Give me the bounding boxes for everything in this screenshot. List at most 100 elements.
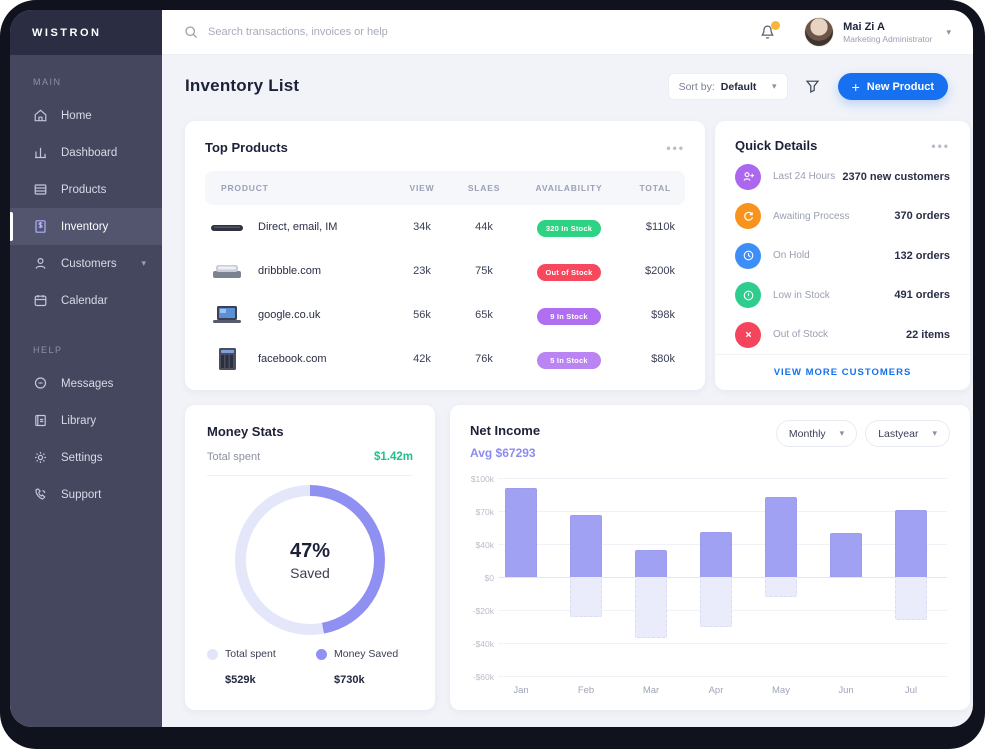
period-dropdown[interactable]: Monthly ▾ [775,420,858,447]
total-spent-value: $1.42m [373,451,413,463]
sidebar-section-help: HELP [33,345,63,355]
sidebar-item-home[interactable]: Home [10,97,162,134]
table-row[interactable]: Direct, email, IM 34k 44k 320 In Stock $… [205,205,685,249]
stat-label: Last 24 Hours [773,171,836,183]
x-axis-label: Jan [513,685,529,696]
book-icon [33,413,48,428]
legend-dot-money-saved [316,648,327,660]
total-value: $110k [645,221,675,233]
total-spent-label: Total spent [207,451,261,463]
view-value: 42k [413,353,431,365]
legend-dot-total-spent [207,648,218,660]
sales-value: 76k [475,353,493,365]
stat-label: Low in Stock [773,289,830,301]
search-bar[interactable] [184,25,759,39]
stat-label: Awaiting Process [773,210,850,222]
table-row[interactable]: google.co.uk 56k 65k 9 In Stock $98k [205,293,685,337]
phone-icon [33,487,48,502]
sidebar-item-inventory[interactable]: Inventory [10,208,162,245]
card-title: Net Income [470,423,541,438]
user-role: Marketing Administrator [843,33,933,44]
y-axis-tick: -$60k [472,671,494,682]
sidebar-item-label: Settings [61,451,103,464]
sidebar-item-products[interactable]: Products [10,171,162,208]
table-header: PRODUCT VIEW SLAES AVAILABILITY TOTAL [205,171,685,205]
x-axis-label: Mar [642,685,660,696]
bar-positive-jun [830,533,862,577]
new-product-button[interactable]: + New Product [837,73,948,100]
chevron-down-icon: ▾ [839,428,845,438]
clock-icon [735,242,761,269]
column-sales: SLAES [467,183,501,193]
sidebar-item-label: Products [61,183,107,196]
chevron-down-icon: ▾ [932,428,937,438]
search-icon [184,25,198,39]
stat-value: 22 items [905,328,950,341]
sidebar-item-label: Dashboard [61,146,118,159]
table-icon [33,182,48,197]
top-products-card: Top Products ••• PRODUCT VIEW SLAES AVAI… [185,121,705,390]
header-controls: Sort by: Default ▾ + New Product [667,73,948,100]
sidebar-item-dashboard[interactable]: Dashboard [10,134,162,171]
bell-icon [759,24,776,41]
chat-icon [33,376,48,391]
home-icon [33,108,48,123]
sidebar-item-support[interactable]: Support [10,476,162,513]
list-item: On Hold 132 orders [735,236,950,276]
card-menu-button[interactable]: ••• [931,138,950,153]
money-stats-card: Money Stats Total spent $1.42m 47% Saved… [185,405,435,710]
card-title: Quick Details [735,138,818,153]
x-axis-label: Apr [708,685,724,696]
stat-value: 491 orders [894,289,950,302]
view-value: 23k [413,265,431,277]
view-more-customers-link[interactable]: VIEW MORE CUSTOMERS [715,354,970,390]
avatar[interactable] [804,17,835,47]
quick-details-card: Quick Details ••• Last 24 Hours 2370 new… [715,121,970,390]
refresh-icon [735,203,761,230]
net-income-card: Net Income Avg $67293 Monthly ▾ Lastyear… [450,405,970,710]
sidebar-item-label: Inventory [61,220,109,233]
sidebar-item-label: Library [61,414,97,427]
product-thumbnail [208,259,246,283]
product-name: google.co.uk [258,309,321,321]
new-product-label: New Product [866,80,934,93]
filter-button[interactable] [798,73,828,100]
column-product: PRODUCT [221,183,269,193]
range-dropdown[interactable]: Lastyear ▾ [865,420,950,447]
sidebar-item-customers[interactable]: Customers ▾ [10,245,162,282]
chevron-down-icon: ▾ [141,258,146,268]
average-value: Avg $67293 [470,446,536,460]
sort-value: Default [720,80,757,93]
sales-value: 65k [475,309,493,321]
stat-label: On Hold [773,250,810,262]
donut-sub-label: Saved [290,564,330,581]
user-menu-chevron-icon[interactable]: ▾ [946,26,951,37]
card-menu-button[interactable]: ••• [666,140,685,155]
availability-badge: Out of Stock [537,263,601,281]
search-input[interactable] [208,26,528,38]
column-availability: AVAILABILITY [535,183,603,193]
invoice-icon [33,219,48,234]
y-axis-tick: $0 [484,572,494,583]
product-thumbnail [208,215,246,239]
y-axis-tick: $40k [475,539,494,550]
y-axis-tick: $100k [470,473,494,484]
sidebar-item-calendar[interactable]: Calendar [10,282,162,319]
list-item: Out of Stock 22 items [735,315,950,355]
brand-logo: WISTRON [10,10,162,55]
column-view: VIEW [409,183,435,193]
sidebar-item-messages[interactable]: Messages [10,365,162,402]
sidebar-item-library[interactable]: Library [10,402,162,439]
availability-badge: 9 In Stock [537,307,601,325]
table-row[interactable]: dribbble.com 23k 75k Out of Stock $200k [205,249,685,293]
stat-value: 370 orders [894,210,950,223]
table-row[interactable]: facebook.com 42k 76k 5 In Stock $80k [205,337,685,381]
notifications-button[interactable] [759,20,781,41]
total-value: $80k [651,353,675,365]
legend-label: Money Saved [334,648,399,660]
sales-value: 75k [475,265,493,277]
sort-dropdown[interactable]: Sort by: Default ▾ [667,73,788,100]
sidebar-item-label: Calendar [61,294,108,307]
sidebar-item-settings[interactable]: Settings [10,439,162,476]
